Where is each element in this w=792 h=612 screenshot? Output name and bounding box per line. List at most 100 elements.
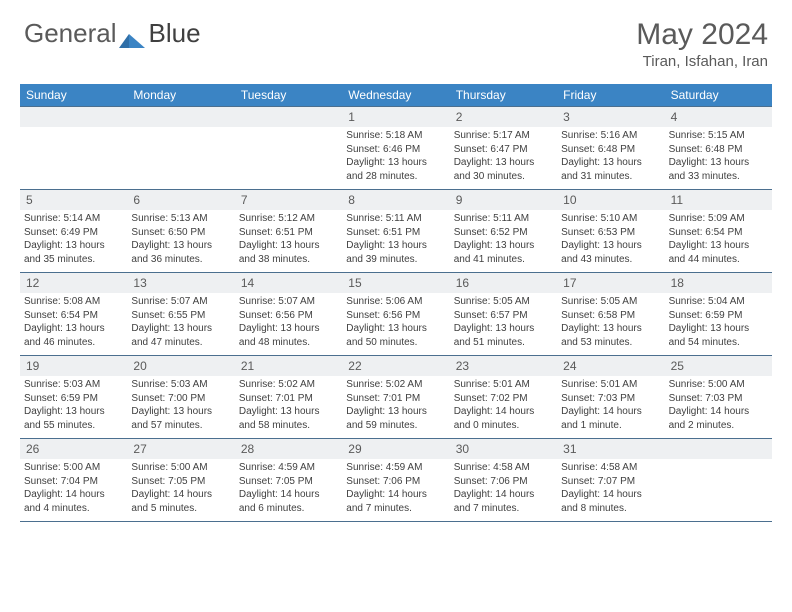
sunset-text: Sunset: 7:01 PM xyxy=(346,392,445,406)
daylight-text: Daylight: 14 hours and 6 minutes. xyxy=(239,488,338,515)
day-number: 2 xyxy=(450,107,557,127)
day-cell: 12Sunrise: 5:08 AMSunset: 6:54 PMDayligh… xyxy=(20,273,127,355)
day-cell: 6Sunrise: 5:13 AMSunset: 6:50 PMDaylight… xyxy=(127,190,234,272)
sunrise-text: Sunrise: 5:00 AM xyxy=(24,461,123,475)
daylight-text: Daylight: 14 hours and 2 minutes. xyxy=(669,405,768,432)
day-cell: 30Sunrise: 4:58 AMSunset: 7:06 PMDayligh… xyxy=(450,439,557,521)
sunrise-text: Sunrise: 5:11 AM xyxy=(454,212,553,226)
day-cell: 11Sunrise: 5:09 AMSunset: 6:54 PMDayligh… xyxy=(665,190,772,272)
daylight-text: Daylight: 14 hours and 8 minutes. xyxy=(561,488,660,515)
daylight-text: Daylight: 13 hours and 47 minutes. xyxy=(131,322,230,349)
sunset-text: Sunset: 6:46 PM xyxy=(346,143,445,157)
daylight-text: Daylight: 13 hours and 39 minutes. xyxy=(346,239,445,266)
sunset-text: Sunset: 7:06 PM xyxy=(346,475,445,489)
sunset-text: Sunset: 7:02 PM xyxy=(454,392,553,406)
day-number: 1 xyxy=(342,107,449,127)
daylight-text: Daylight: 13 hours and 51 minutes. xyxy=(454,322,553,349)
day-cell: 14Sunrise: 5:07 AMSunset: 6:56 PMDayligh… xyxy=(235,273,342,355)
day-cell: 3Sunrise: 5:16 AMSunset: 6:48 PMDaylight… xyxy=(557,107,664,189)
daylight-text: Daylight: 13 hours and 38 minutes. xyxy=(239,239,338,266)
daylight-text: Daylight: 13 hours and 33 minutes. xyxy=(669,156,768,183)
day-number: 29 xyxy=(342,439,449,459)
day-cell: 7Sunrise: 5:12 AMSunset: 6:51 PMDaylight… xyxy=(235,190,342,272)
day-number: 17 xyxy=(557,273,664,293)
sunrise-text: Sunrise: 5:10 AM xyxy=(561,212,660,226)
weekday-header: Friday xyxy=(557,84,664,106)
day-cell: 10Sunrise: 5:10 AMSunset: 6:53 PMDayligh… xyxy=(557,190,664,272)
sunrise-text: Sunrise: 5:03 AM xyxy=(24,378,123,392)
sunset-text: Sunset: 6:56 PM xyxy=(239,309,338,323)
logo: General Blue xyxy=(24,18,201,49)
day-cell xyxy=(127,107,234,189)
day-cell: 26Sunrise: 5:00 AMSunset: 7:04 PMDayligh… xyxy=(20,439,127,521)
sunset-text: Sunset: 7:05 PM xyxy=(239,475,338,489)
daylight-text: Daylight: 13 hours and 54 minutes. xyxy=(669,322,768,349)
sunrise-text: Sunrise: 5:18 AM xyxy=(346,129,445,143)
sunset-text: Sunset: 6:53 PM xyxy=(561,226,660,240)
sunset-text: Sunset: 7:04 PM xyxy=(24,475,123,489)
day-number: 15 xyxy=(342,273,449,293)
weekday-header: Sunday xyxy=(20,84,127,106)
sunrise-text: Sunrise: 5:07 AM xyxy=(239,295,338,309)
day-cell: 1 Sunrise: 5:18 AMSunset: 6:46 PMDaylight… xyxy=(342,107,449,189)
day-cell: 28Sunrise: 4:59 AMSunset: 7:05 PMDayligh… xyxy=(235,439,342,521)
sunrise-text: Sunrise: 4:59 AM xyxy=(346,461,445,475)
sunrise-text: Sunrise: 5:08 AM xyxy=(24,295,123,309)
logo-text-2: Blue xyxy=(149,18,201,49)
day-cell: 15Sunrise: 5:06 AMSunset: 6:56 PMDayligh… xyxy=(342,273,449,355)
sunrise-text: Sunrise: 5:05 AM xyxy=(561,295,660,309)
sunset-text: Sunset: 7:05 PM xyxy=(131,475,230,489)
daylight-text: Daylight: 13 hours and 58 minutes. xyxy=(239,405,338,432)
weekday-header: Wednesday xyxy=(342,84,449,106)
day-cell: 23Sunrise: 5:01 AMSunset: 7:02 PMDayligh… xyxy=(450,356,557,438)
sunset-text: Sunset: 6:51 PM xyxy=(239,226,338,240)
sunset-text: Sunset: 6:49 PM xyxy=(24,226,123,240)
sunrise-text: Sunrise: 5:17 AM xyxy=(454,129,553,143)
daylight-text: Daylight: 13 hours and 28 minutes. xyxy=(346,156,445,183)
sunrise-text: Sunrise: 5:07 AM xyxy=(131,295,230,309)
sunset-text: Sunset: 6:52 PM xyxy=(454,226,553,240)
daylight-text: Daylight: 13 hours and 30 minutes. xyxy=(454,156,553,183)
title-block: May 2024 Tiran, Isfahan, Iran xyxy=(636,18,768,70)
logo-text-1: General xyxy=(24,18,117,49)
day-cell xyxy=(20,107,127,189)
day-cell: 27Sunrise: 5:00 AMSunset: 7:05 PMDayligh… xyxy=(127,439,234,521)
day-number: 26 xyxy=(20,439,127,459)
day-number xyxy=(20,107,127,127)
sunset-text: Sunset: 7:07 PM xyxy=(561,475,660,489)
day-number xyxy=(665,439,772,459)
sunset-text: Sunset: 6:51 PM xyxy=(346,226,445,240)
daylight-text: Daylight: 13 hours and 35 minutes. xyxy=(24,239,123,266)
daylight-text: Daylight: 14 hours and 1 minute. xyxy=(561,405,660,432)
location-label: Tiran, Isfahan, Iran xyxy=(636,53,768,70)
day-cell: 21Sunrise: 5:02 AMSunset: 7:01 PMDayligh… xyxy=(235,356,342,438)
sunset-text: Sunset: 6:54 PM xyxy=(669,226,768,240)
day-cell: 31Sunrise: 4:58 AMSunset: 7:07 PMDayligh… xyxy=(557,439,664,521)
sunrise-text: Sunrise: 5:02 AM xyxy=(346,378,445,392)
day-number: 18 xyxy=(665,273,772,293)
daylight-text: Daylight: 13 hours and 53 minutes. xyxy=(561,322,660,349)
day-number xyxy=(235,107,342,127)
day-cell: 16Sunrise: 5:05 AMSunset: 6:57 PMDayligh… xyxy=(450,273,557,355)
weekday-header: Saturday xyxy=(665,84,772,106)
weeks-container: 1Sunrise: 5:18 AMSunset: 6:46 PMDaylight… xyxy=(20,106,772,521)
sunrise-text: Sunrise: 5:11 AM xyxy=(346,212,445,226)
daylight-text: Daylight: 14 hours and 0 minutes. xyxy=(454,405,553,432)
week-row: 26 Sunrise: 5:00 AMSunset: 7:04 PM Dayligh… xyxy=(20,438,772,521)
sunrise-text: Sunrise: 5:14 AM xyxy=(24,212,123,226)
day-number: 13 xyxy=(127,273,234,293)
sunrise-text: Sunrise: 4:58 AM xyxy=(454,461,553,475)
daylight-text: Daylight: 13 hours and 57 minutes. xyxy=(131,405,230,432)
sunrise-text: Sunrise: 5:04 AM xyxy=(669,295,768,309)
daylight-text: Daylight: 14 hours and 5 minutes. xyxy=(131,488,230,515)
sunrise-text: Sunrise: 5:13 AM xyxy=(131,212,230,226)
day-cell: 25Sunrise: 5:00 AMSunset: 7:03 PMDayligh… xyxy=(665,356,772,438)
sunrise-text: Sunrise: 5:06 AM xyxy=(346,295,445,309)
weekday-header: Monday xyxy=(127,84,234,106)
week-row: 12Sunrise: 5:08 AMSunset: 6:54 PMDayligh… xyxy=(20,272,772,355)
day-number: 4 xyxy=(665,107,772,127)
day-number: 21 xyxy=(235,356,342,376)
day-number: 5 xyxy=(20,190,127,210)
sunrise-text: Sunrise: 4:59 AM xyxy=(239,461,338,475)
daylight-text: Daylight: 14 hours and 7 minutes. xyxy=(454,488,553,515)
